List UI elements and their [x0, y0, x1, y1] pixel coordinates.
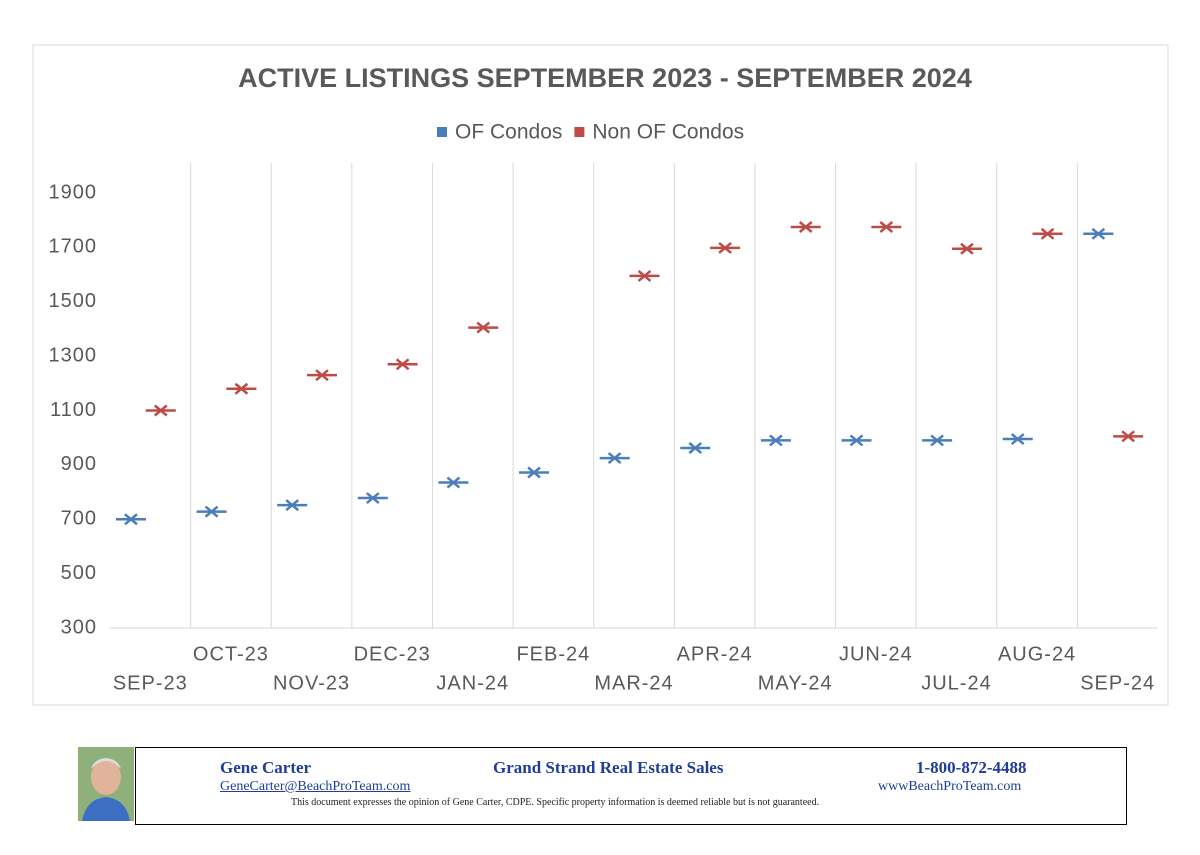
marker — [438, 476, 469, 489]
marker-cross — [153, 404, 168, 417]
marker-cross — [285, 499, 299, 512]
y-tick-label: 1500 — [49, 290, 98, 312]
marker — [1002, 433, 1033, 446]
marker — [1113, 430, 1144, 443]
marker-cross — [607, 452, 622, 465]
marker-cross — [446, 476, 461, 489]
photo — [78, 747, 134, 821]
y-tick-label: 1700 — [49, 236, 98, 258]
marker — [226, 382, 257, 395]
marker-cross — [395, 358, 410, 371]
marker-cross — [637, 269, 652, 282]
x-tick-label: DEC-23 — [354, 643, 431, 665]
marker — [115, 513, 146, 526]
footer-phone: 1-800-872-4488 — [916, 758, 1027, 777]
chart-frame — [32, 44, 1169, 706]
x-tick-label: FEB-24 — [516, 643, 590, 665]
marker-cross — [688, 442, 703, 454]
x-tick-label: MAR-24 — [594, 672, 673, 694]
marker — [519, 466, 550, 479]
marker-cross — [1010, 433, 1025, 446]
chart: ACTIVE LISTINGS SEPTEMBER 2023 - SEPTEMB… — [32, 44, 1169, 706]
x-tick-label: JUL-24 — [921, 672, 991, 694]
y-tick-label: 1100 — [50, 399, 97, 421]
marker-cross — [849, 434, 864, 447]
legend: OF Condos Non OF Condos — [437, 121, 744, 144]
marker — [841, 434, 872, 447]
legend-swatch — [574, 127, 585, 137]
marker-cross — [366, 492, 380, 505]
marker-cross — [879, 221, 894, 233]
marker-cross — [527, 466, 541, 479]
footer-company: Grand Strand Real Estate Sales — [493, 758, 724, 777]
marker-cross — [718, 241, 732, 254]
footer-website: wwwBeachProTeam.com — [878, 779, 1022, 794]
marker — [760, 434, 791, 447]
chart-title: ACTIVE LISTINGS SEPTEMBER 2023 - SEPTEMB… — [238, 63, 972, 93]
marker-cross — [234, 382, 249, 395]
legend-label: OF Condos — [455, 121, 562, 144]
marker — [871, 221, 902, 233]
y-tick-label: 300 — [61, 616, 97, 638]
x-tick-label: OCT-23 — [193, 643, 269, 665]
x-tick-label: SEP-23 — [113, 672, 188, 694]
photo-face — [91, 759, 121, 795]
marker-cross — [930, 434, 944, 447]
footer-name: Gene Carter — [220, 758, 312, 777]
marker — [680, 442, 711, 454]
marker — [277, 499, 308, 512]
x-tick-label: APR-24 — [677, 643, 753, 665]
marker — [790, 221, 821, 233]
x-tick-label: AUG-24 — [998, 643, 1076, 665]
photo-shirt — [82, 797, 130, 821]
marker-cross — [1091, 227, 1106, 240]
marker — [629, 269, 660, 282]
x-tick-label: JAN-24 — [436, 672, 509, 694]
marker-cross — [769, 434, 783, 447]
x-tick-label: JUN-24 — [839, 643, 913, 665]
legend-label: Non OF Condos — [592, 121, 744, 144]
y-tick-label: 500 — [61, 562, 97, 584]
marker — [387, 358, 418, 371]
marker-cross — [204, 505, 219, 518]
marker — [599, 452, 630, 465]
marker-cross — [315, 369, 329, 382]
marker — [307, 369, 338, 382]
x-tick-label: SEP-24 — [1080, 672, 1155, 694]
marker — [468, 321, 499, 334]
marker — [1083, 227, 1114, 240]
marker — [357, 492, 388, 505]
marker-cross — [476, 321, 491, 334]
marker — [922, 434, 953, 447]
y-tick-label: 1300 — [49, 344, 98, 366]
x-tick-label: NOV-23 — [273, 672, 350, 694]
marker — [710, 241, 741, 254]
marker-cross — [1040, 227, 1055, 240]
legend-swatch — [437, 127, 447, 137]
y-tick-label: 700 — [61, 508, 97, 530]
footer-disclaimer: This document expresses the opinion of G… — [291, 797, 820, 808]
y-tick-label: 900 — [61, 453, 97, 475]
photo-hair — [91, 758, 121, 769]
x-tick-label: MAY-24 — [758, 672, 833, 694]
footer-email: GeneCarter@BeachProTeam.com — [220, 779, 411, 794]
marker — [1032, 227, 1063, 240]
marker-cross — [960, 242, 974, 255]
y-tick-label: 1900 — [49, 181, 98, 203]
marker-cross — [124, 513, 138, 526]
marker — [951, 242, 982, 255]
marker-cross — [1121, 430, 1135, 443]
marker — [145, 404, 176, 417]
footer: Gene Carter Grand Strand Real Estate Sal… — [135, 747, 1127, 825]
marker-cross — [798, 221, 813, 233]
marker — [196, 505, 227, 518]
